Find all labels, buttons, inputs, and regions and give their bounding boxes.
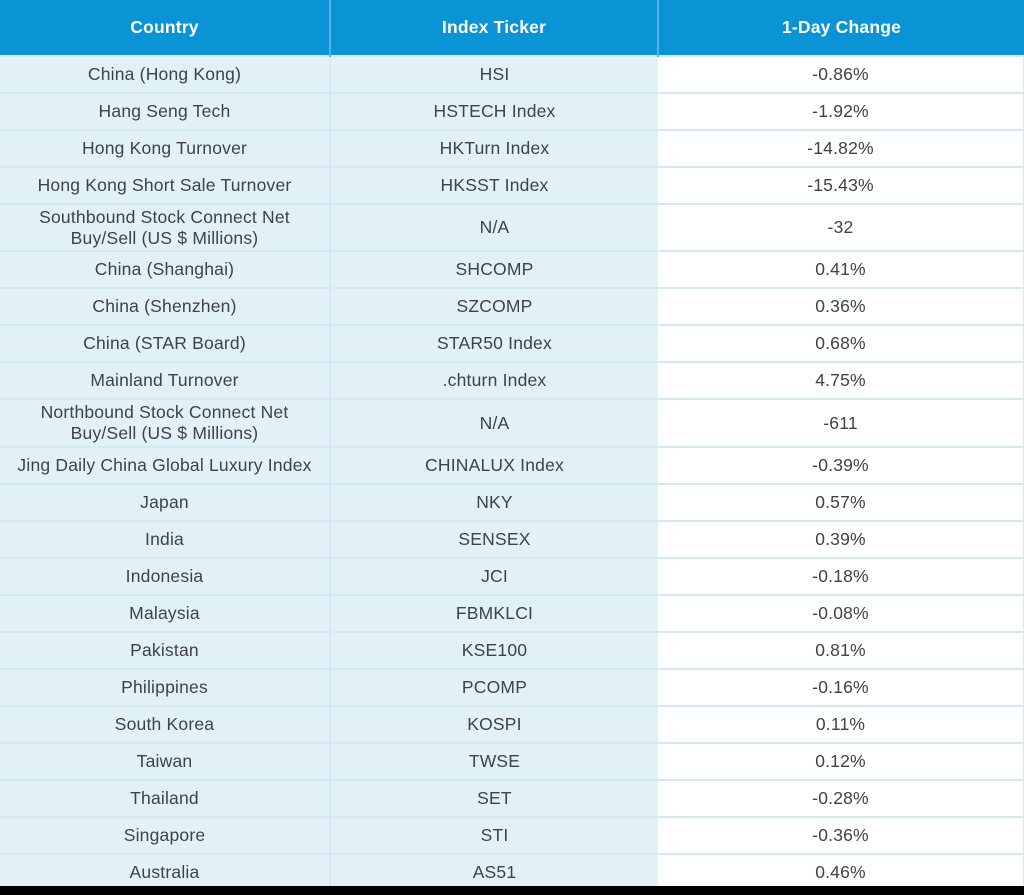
country-cell: Australia xyxy=(0,852,331,892)
table-header: Country Index Ticker 1-Day Change xyxy=(0,0,1024,56)
table-row: Indonesia JCI -0.18% xyxy=(0,556,1024,595)
country-cell: Philippines xyxy=(0,667,331,706)
country-cell: Japan xyxy=(0,482,331,521)
country-cell: Singapore xyxy=(0,815,331,854)
country-cell: Taiwan xyxy=(0,741,331,780)
country-cell: Hong Kong Short Sale Turnover xyxy=(0,166,331,204)
change-cell: 0.46% xyxy=(658,852,1024,892)
change-cell: 0.39% xyxy=(658,519,1024,558)
country-cell: Malaysia xyxy=(0,593,331,632)
table-row: Pakistan KSE100 0.81% xyxy=(0,630,1024,669)
country-cell: Pakistan xyxy=(0,630,331,669)
table-row: Hong Kong Short Sale Turnover HKSST Index… xyxy=(0,166,1024,204)
ticker-cell: SZCOMP xyxy=(330,287,658,326)
change-cell: 0.57% xyxy=(658,482,1024,521)
ticker-cell: PCOMP xyxy=(330,667,658,706)
change-cell: -0.18% xyxy=(658,556,1024,595)
table-row: Japan NKY 0.57% xyxy=(0,482,1024,521)
country-cell: Southbound Stock Connect Net Buy/Sell (U… xyxy=(0,202,331,252)
table-row: South Korea KOSPI 0.11% xyxy=(0,704,1024,743)
ticker-cell: HSI xyxy=(330,55,658,93)
country-cell: China (Hong Kong) xyxy=(0,55,331,93)
table-row: Philippines PCOMP -0.16% xyxy=(0,667,1024,706)
country-cell: South Korea xyxy=(0,704,331,743)
change-cell: -1.92% xyxy=(658,92,1024,130)
change-cell: 0.11% xyxy=(658,704,1024,743)
change-cell: 0.12% xyxy=(658,741,1024,780)
bottom-border-bar xyxy=(0,886,1024,895)
ticker-cell: SET xyxy=(330,778,658,817)
table-row: Malaysia FBMKLCI -0.08% xyxy=(0,593,1024,632)
country-cell: China (Shanghai) xyxy=(0,250,331,289)
change-cell: 0.41% xyxy=(658,250,1024,289)
table-row: China (Shanghai) SHCOMP 0.41% xyxy=(0,250,1024,289)
ticker-cell: HKTurn Index xyxy=(330,129,658,167)
column-header-index-ticker: Index Ticker xyxy=(329,0,658,56)
table-row: China (STAR Board) STAR50 Index 0.68% xyxy=(0,324,1024,363)
table-row: Hang Seng Tech HSTECH Index -1.92% xyxy=(0,92,1024,130)
table-row: Australia AS51 0.46% xyxy=(0,852,1024,892)
table-row: China (Shenzhen) SZCOMP 0.36% xyxy=(0,287,1024,326)
ticker-cell: AS51 xyxy=(330,852,658,892)
ticker-cell: HKSST Index xyxy=(330,166,658,204)
change-cell: 0.68% xyxy=(658,324,1024,363)
change-cell: -0.36% xyxy=(658,815,1024,854)
table-row: Singapore STI -0.36% xyxy=(0,815,1024,854)
table-body: China (Hong Kong) HSI -0.86% Hang Seng Tech… xyxy=(0,55,1024,892)
ticker-cell: TWSE xyxy=(330,741,658,780)
ticker-cell: SHCOMP xyxy=(330,250,658,289)
ticker-cell: STAR50 Index xyxy=(330,324,658,363)
change-cell: -32 xyxy=(658,202,1024,252)
table-row: Jing Daily China Global Luxury Index CHIN… xyxy=(0,445,1024,484)
ticker-cell: FBMKLCI xyxy=(330,593,658,632)
change-cell: -611 xyxy=(658,398,1024,447)
country-cell: Hong Kong Turnover xyxy=(0,129,331,167)
country-cell: Indonesia xyxy=(0,556,331,595)
change-cell: 4.75% xyxy=(658,361,1024,400)
ticker-cell: JCI xyxy=(330,556,658,595)
ticker-cell: STI xyxy=(330,815,658,854)
change-cell: -0.39% xyxy=(658,445,1024,484)
ticker-cell: KOSPI xyxy=(330,704,658,743)
change-cell: -0.16% xyxy=(658,667,1024,706)
country-cell: Mainland Turnover xyxy=(0,361,331,400)
ticker-cell: .chturn Index xyxy=(330,361,658,400)
change-cell: -15.43% xyxy=(658,166,1024,204)
country-cell: Hang Seng Tech xyxy=(0,92,331,130)
ticker-cell: N/A xyxy=(330,202,658,252)
change-cell: 0.81% xyxy=(658,630,1024,669)
table-row: Thailand SET -0.28% xyxy=(0,778,1024,817)
country-cell: Thailand xyxy=(0,778,331,817)
ticker-cell: HSTECH Index xyxy=(330,92,658,130)
ticker-cell: N/A xyxy=(330,398,658,447)
ticker-cell: CHINALUX Index xyxy=(330,445,658,484)
change-cell: 0.36% xyxy=(658,287,1024,326)
table-row: Mainland Turnover .chturn Index 4.75% xyxy=(0,361,1024,400)
table-row: Taiwan TWSE 0.12% xyxy=(0,741,1024,780)
column-header-country: Country xyxy=(0,0,330,56)
ticker-cell: NKY xyxy=(330,482,658,521)
ticker-cell: KSE100 xyxy=(330,630,658,669)
table-row: China (Hong Kong) HSI -0.86% xyxy=(0,55,1024,93)
header-row: Country Index Ticker 1-Day Change xyxy=(0,0,1024,56)
country-cell: India xyxy=(0,519,331,558)
country-cell: China (STAR Board) xyxy=(0,324,331,363)
change-cell: -0.28% xyxy=(658,778,1024,817)
ticker-cell: SENSEX xyxy=(330,519,658,558)
column-header-1-day-change: 1-Day Change xyxy=(657,0,1024,56)
change-cell: -0.86% xyxy=(658,55,1024,93)
table-row: Northbound Stock Connect Net Buy/Sell (U… xyxy=(0,398,1024,447)
table-row: India SENSEX 0.39% xyxy=(0,519,1024,558)
country-cell: China (Shenzhen) xyxy=(0,287,331,326)
table-row: Hong Kong Turnover HKTurn Index -14.82% xyxy=(0,129,1024,167)
change-cell: -14.82% xyxy=(658,129,1024,167)
country-cell: Northbound Stock Connect Net Buy/Sell (U… xyxy=(0,398,331,447)
country-cell: Jing Daily China Global Luxury Index xyxy=(0,445,331,484)
change-cell: -0.08% xyxy=(658,593,1024,632)
table-row: Southbound Stock Connect Net Buy/Sell (U… xyxy=(0,202,1024,252)
